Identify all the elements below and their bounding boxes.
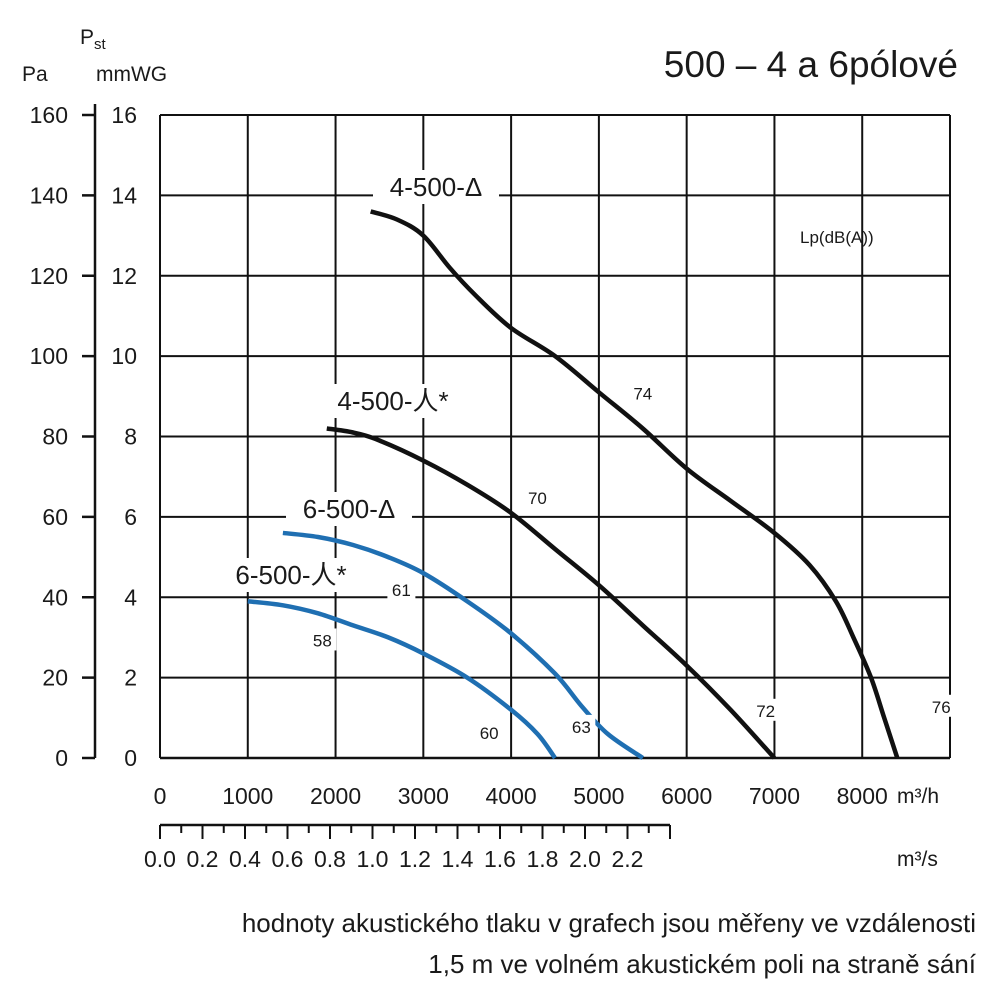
x-axis-m3h-tick-label: 5000 bbox=[573, 783, 624, 809]
y-axis-pst-label: Pst bbox=[80, 26, 107, 53]
sound-level-value: 63 bbox=[572, 718, 591, 737]
x-axis-m3s-tick-label: 1.4 bbox=[442, 846, 474, 872]
y-axis-pa-tick-label: 80 bbox=[42, 424, 68, 450]
x-axis-m3s-tick-label: 2.0 bbox=[569, 846, 601, 872]
series-name-bg bbox=[373, 170, 499, 204]
y-axis-pst-subscript: st bbox=[94, 36, 107, 53]
sound-level-label: Lp(dB(A)) bbox=[800, 228, 874, 247]
series-name-label: 6-500-人* bbox=[235, 560, 346, 590]
y-axis-mmwg-tick-label: 0 bbox=[124, 745, 137, 771]
series-name-label: 4-500-人* bbox=[337, 386, 448, 416]
y-axis-mmwg-tick-label: 2 bbox=[124, 665, 137, 691]
y-axis-pa-tick-label: 160 bbox=[30, 102, 68, 128]
series-name-bg bbox=[220, 558, 362, 592]
x-axis-m3h-tick-label: 4000 bbox=[486, 783, 537, 809]
sound-level-value: 74 bbox=[633, 384, 652, 403]
x-axis-m3h-tick-label: 0 bbox=[154, 783, 167, 809]
x-axis-m3s-tick-label: 0.8 bbox=[314, 846, 346, 872]
series-line-1 bbox=[370, 209, 900, 759]
y-axis-mmwg-tick-label: 8 bbox=[124, 424, 137, 450]
y-axis-pa-tick-label: 120 bbox=[30, 263, 68, 289]
sound-level-value: 72 bbox=[756, 702, 775, 721]
x-axis-m3s-tick-label: 2.2 bbox=[612, 846, 644, 872]
x-axis-m3h-tick-label: 8000 bbox=[837, 783, 888, 809]
sound-level-value: 60 bbox=[480, 724, 499, 743]
sound-level-label-bg bbox=[628, 381, 657, 404]
x-axis-m3s-tick-label: 1.0 bbox=[357, 846, 389, 872]
x-axis-m3s-tick-label: 1.6 bbox=[484, 846, 516, 872]
sound-level-label-bg bbox=[927, 694, 956, 717]
sound-level-label-bg bbox=[308, 628, 337, 651]
series-line-2 bbox=[326, 426, 777, 760]
sound-level-label-bg bbox=[751, 698, 780, 721]
y-axis-mmwg-tick-label: 14 bbox=[111, 182, 137, 208]
sound-level-value: 58 bbox=[313, 631, 332, 650]
y-axis-pa-tick-label: 140 bbox=[30, 182, 68, 208]
y-axis-mmwg-tick-label: 16 bbox=[111, 102, 137, 128]
y-axis-mmwg-tick-label: 12 bbox=[111, 263, 137, 289]
y-axis-pa-tick-label: 40 bbox=[42, 584, 68, 610]
x-axis-m3h-tick-label: 1000 bbox=[222, 783, 273, 809]
chart-title: 500 – 4 a 6pólové bbox=[664, 44, 958, 85]
y-axis-pa-tick-label: 60 bbox=[42, 504, 68, 530]
sound-level-label-bg bbox=[523, 485, 552, 508]
sound-level-label-bg bbox=[567, 714, 596, 737]
x-axis-m3s-tick-label: 0.4 bbox=[229, 846, 261, 872]
x-axis-m3h-unit: m³/h bbox=[897, 785, 939, 808]
x-axis-m3s-unit: m³/s bbox=[897, 848, 938, 871]
series-line-3 bbox=[282, 530, 645, 760]
series-line-4 bbox=[247, 599, 557, 760]
y-axis-pa-label: Pa bbox=[22, 63, 48, 86]
sound-level-label-bg bbox=[475, 720, 504, 743]
x-axis-m3s-tick-label: 0.6 bbox=[272, 846, 304, 872]
series-layer bbox=[247, 209, 900, 760]
footnote-line-1: hodnoty akustického tlaku v grafech jsou… bbox=[241, 908, 976, 938]
sound-level-label-bg bbox=[387, 578, 416, 601]
y-axis-mmwg-tick-label: 10 bbox=[111, 343, 137, 369]
series-name-bg bbox=[322, 384, 464, 418]
series-name-label: 4-500-Δ bbox=[390, 172, 483, 202]
y-axis-mmwg-tick-label: 6 bbox=[124, 504, 137, 530]
x-axis-m3h-tick-label: 6000 bbox=[661, 783, 712, 809]
x-axis-m3s-tick-label: 1.2 bbox=[399, 846, 431, 872]
y-axis-mmwg-unit: mmWG bbox=[96, 63, 167, 86]
series-name-label: 6-500-Δ bbox=[303, 494, 396, 524]
x-axis-m3s-tick-label: 1.8 bbox=[527, 846, 559, 872]
x-axis-m3s-tick-label: 0.2 bbox=[187, 846, 219, 872]
y-axis-pa-tick-label: 0 bbox=[55, 745, 68, 771]
x-axis-m3h-tick-label: 7000 bbox=[749, 783, 800, 809]
x-axis-m3h-tick-label: 3000 bbox=[398, 783, 449, 809]
sound-level-value: 76 bbox=[932, 698, 951, 717]
sound-level-value: 61 bbox=[392, 581, 411, 600]
footnote-line-2: 1,5 m ve volném akustickém poli na stran… bbox=[428, 949, 976, 979]
series-name-bg bbox=[286, 492, 412, 526]
grid bbox=[159, 114, 951, 760]
y-axis-mmwg-tick-label: 4 bbox=[124, 584, 137, 610]
x-axis-m3h-tick-label: 2000 bbox=[310, 783, 361, 809]
x-axis-m3s-tick-label: 0.0 bbox=[144, 846, 176, 872]
sound-level-value: 70 bbox=[528, 489, 547, 508]
labels: 74 76 70 72 61 63 58 60 4-500-Δ 4-500-人* 6-500-Δ 6-… bbox=[220, 170, 956, 743]
y-axis-pa-tick-label: 20 bbox=[42, 665, 68, 691]
y-axis-pa-tick-label: 100 bbox=[30, 343, 68, 369]
